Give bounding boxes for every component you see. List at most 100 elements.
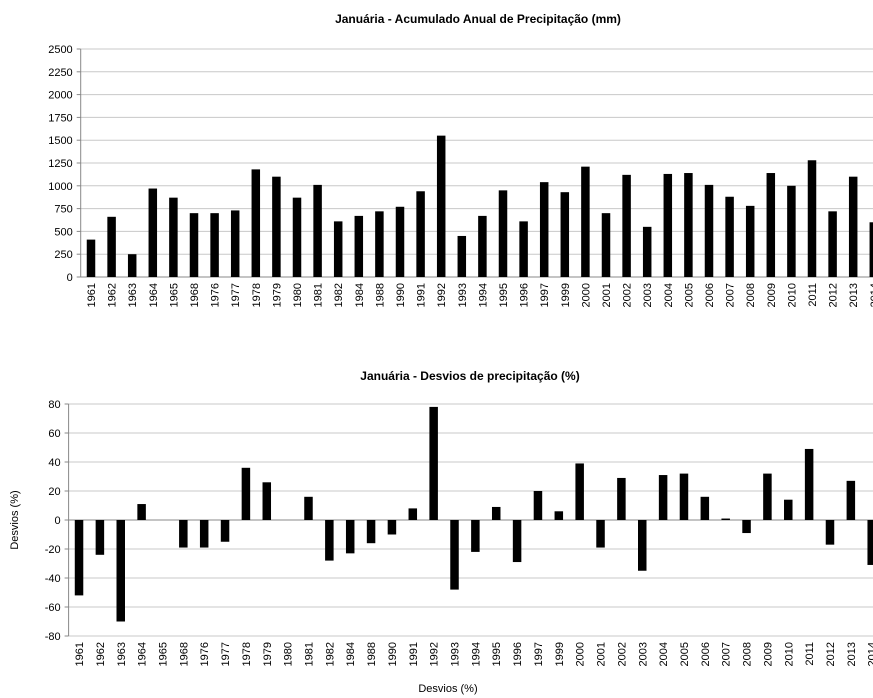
bar — [684, 173, 693, 277]
bar — [366, 520, 376, 544]
y-tick-label: 250 — [54, 249, 72, 261]
bar — [658, 475, 668, 520]
x-tick-label: 1963 — [116, 642, 128, 666]
x-tick-label: 1995 — [498, 283, 510, 307]
bar — [457, 235, 467, 277]
x-tick-label: 1988 — [366, 642, 378, 666]
bar — [478, 215, 487, 277]
bar — [560, 192, 570, 277]
x-tick-label: 1992 — [436, 283, 448, 307]
bar — [137, 504, 146, 520]
x-tick-label: 1994 — [470, 642, 482, 666]
x-tick-label: 1977 — [220, 642, 232, 666]
x-tick-label: 1997 — [539, 283, 551, 307]
x-tick-label: 1984 — [345, 642, 357, 666]
x-tick-label: 2010 — [783, 642, 795, 666]
x-tick-label: 1984 — [354, 283, 366, 307]
bar — [700, 496, 710, 520]
x-tick-label: 2009 — [766, 283, 778, 307]
y-tick-label: 1250 — [48, 158, 72, 170]
bar — [292, 197, 302, 277]
x-tick-label: 1976 — [210, 283, 222, 307]
x-tick-label: 1992 — [429, 642, 441, 666]
x-tick-label: 1996 — [519, 283, 531, 307]
y-tick-label: 1000 — [48, 181, 72, 193]
bar — [408, 508, 418, 520]
bar — [354, 215, 364, 277]
y-tick-label: 60 — [48, 428, 60, 440]
bar — [787, 185, 796, 277]
x-tick-label: 2000 — [575, 642, 587, 666]
x-axis-label: Desvios (%) — [418, 683, 477, 695]
bar — [179, 520, 188, 548]
y-tick-label: -80 — [45, 631, 61, 643]
bar — [539, 182, 549, 277]
bar — [742, 520, 751, 534]
x-tick-label: 1994 — [477, 283, 489, 307]
x-tick-label: 1982 — [324, 642, 336, 666]
x-tick-label: 1964 — [148, 283, 160, 307]
bar — [519, 221, 528, 277]
x-tick-label: 2014 — [867, 642, 873, 666]
bar — [107, 216, 116, 277]
chart-title: Januária - Acumulado Anual de Precipitaç… — [335, 12, 621, 26]
x-tick-label: 1990 — [395, 283, 407, 307]
x-tick-label: 1995 — [491, 642, 503, 666]
bar — [704, 184, 714, 277]
x-tick-label: 1980 — [283, 642, 295, 666]
y-tick-label: 750 — [54, 204, 72, 216]
x-tick-label: 2004 — [658, 642, 670, 666]
x-tick-label: 2003 — [642, 283, 654, 307]
bar — [784, 499, 793, 520]
x-tick-label: 1977 — [230, 283, 242, 307]
y-tick-label: 1500 — [48, 135, 72, 147]
bar — [807, 160, 817, 277]
bar — [416, 191, 425, 277]
bar — [642, 226, 652, 277]
y-tick-label: 2250 — [48, 67, 72, 79]
x-tick-label: 2001 — [601, 283, 613, 307]
bar — [220, 520, 230, 542]
bar — [471, 520, 480, 552]
x-tick-label: 1963 — [127, 283, 139, 307]
bar — [148, 188, 158, 277]
bar — [766, 173, 776, 277]
bar — [825, 520, 835, 545]
bar — [251, 169, 261, 277]
bar — [601, 213, 611, 277]
bar — [745, 205, 755, 277]
x-tick-label: 2014 — [869, 283, 873, 307]
x-tick-label: 1968 — [189, 283, 201, 307]
x-tick-label: 2011 — [804, 642, 816, 666]
y-tick-label: 40 — [48, 457, 60, 469]
bar — [230, 210, 240, 277]
bar — [828, 211, 837, 277]
bar — [638, 520, 647, 571]
bar — [575, 463, 584, 520]
x-tick-label: 2004 — [663, 283, 675, 307]
bar — [450, 520, 459, 590]
x-tick-label: 1982 — [333, 283, 345, 307]
x-tick-label: 1991 — [408, 642, 420, 666]
x-tick-label: 1981 — [313, 283, 325, 307]
y-tick-label: 0 — [54, 515, 60, 527]
x-tick-label: 2013 — [846, 642, 858, 666]
x-tick-label: 2001 — [596, 642, 608, 666]
bar — [241, 467, 251, 520]
x-tick-label: 1997 — [533, 642, 545, 666]
x-tick-label: 2012 — [828, 283, 840, 307]
bar — [95, 520, 105, 555]
bar — [116, 520, 125, 622]
y-tick-label: -20 — [45, 544, 61, 556]
x-tick-label: 2008 — [742, 642, 754, 666]
x-tick-label: 1999 — [554, 642, 566, 666]
bar — [725, 196, 734, 277]
bar — [596, 520, 605, 548]
bar — [617, 477, 626, 520]
x-tick-label: 1993 — [450, 642, 462, 666]
bar — [763, 473, 772, 520]
x-tick-label: 1976 — [199, 642, 211, 666]
x-tick-label: 1961 — [74, 642, 86, 666]
bar — [333, 221, 343, 277]
